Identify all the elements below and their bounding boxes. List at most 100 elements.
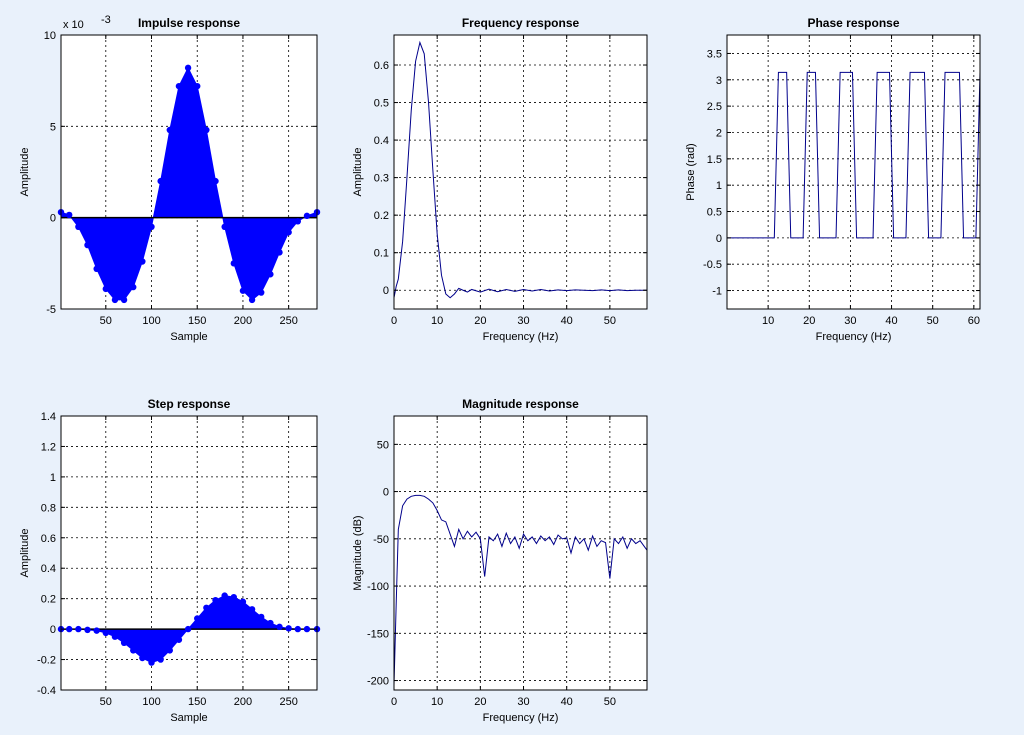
phase-y-label: Phase (rad) [685,143,697,200]
phase-y-tick-label: 0.5 [707,207,722,219]
phase-x-tick-label: 20 [803,315,815,327]
step-y-tick-label: 1 [50,472,56,484]
impulse-x-tick-label: 200 [234,315,252,327]
impulse-data-point [75,223,82,230]
phase-x-tick-label: 40 [885,315,897,327]
impulse-data-point [184,64,192,72]
impulse-data-point [157,177,164,185]
frequency-axes-box [393,34,648,310]
impulse-data-point [294,218,301,225]
magnitude-x-tick-label: 30 [517,696,529,708]
step-data-point [157,656,164,663]
impulse-y-tick-label: 10 [44,30,56,42]
step-x-tick-label: 200 [234,696,252,708]
frequency-chart: 0 10 20 30 40 50 0 0.1 0.2 0.3 0.4 0.5 0.6 Frequency … [352,16,648,343]
step-data-point [203,604,210,611]
impulse-data-point [194,82,201,90]
frequency-x-tick-label: 10 [431,315,443,327]
frequency-y-tick-label: 0.6 [374,60,389,72]
impulse-y-label: Amplitude [19,148,31,197]
impulse-data-point [139,258,146,265]
impulse-x-tick-label: 150 [188,315,206,327]
phase-x-tick-label: 10 [762,315,774,327]
step-y-tick-label: 0.2 [41,594,56,606]
step-data-point [230,593,237,601]
impulse-data-point [267,271,274,278]
impulse-data-point [239,287,247,294]
magnitude-x-tick-label: 50 [604,696,616,708]
magnitude-x-tick-label: 10 [431,696,443,708]
magnitude-chart: 0 10 20 30 40 50 -200 -150 -100 -50 0 50 Magnitude r… [352,397,648,724]
step-x-label: Sample [170,712,207,724]
impulse-x-tick-label: 100 [142,315,160,327]
step-y-tick-label: 1.4 [41,411,56,423]
frequency-y-tick-label: 0.2 [374,210,389,222]
step-data-point [66,625,73,633]
magnitude-y-tick-label: -100 [367,581,389,593]
magnitude-x-tick-label: 0 [391,696,397,708]
step-y-tick-label: -0.2 [37,655,56,667]
magnitude-y-label: Magnitude (dB) [352,515,364,590]
step-x-tick-label: 250 [279,696,297,708]
phase-x-tick-label: 60 [968,315,980,327]
impulse-title: Impulse response [138,16,240,30]
impulse-data-point [66,211,73,219]
impulse-data-point [120,296,128,304]
step-data-point [166,647,173,654]
phase-y-tick-label: 2.5 [707,101,722,113]
step-data-point [75,625,82,633]
step-data-point [194,615,201,622]
step-data-point [258,613,265,621]
magnitude-title: Magnitude response [462,397,579,411]
impulse-data-point [102,285,110,293]
frequency-title: Frequency response [462,16,580,30]
impulse-data-point [248,296,256,304]
frequency-y-tick-label: 0.1 [374,248,389,260]
magnitude-y-tick-label: -50 [373,534,389,546]
step-y-label: Amplitude [19,529,31,578]
step-data-point [184,625,192,633]
impulse-y-tick-label: -5 [46,304,56,316]
impulse-data-point [93,265,100,273]
step-data-point [248,606,256,613]
impulse-series-fill [60,66,318,301]
impulse-data-point [276,249,283,256]
step-y-tick-label: 0 [50,624,56,636]
step-data-point [221,592,228,599]
step-y-tick-label: 0.8 [41,502,56,514]
impulse-data-point [175,82,183,90]
impulse-data-point [285,229,292,236]
phase-y-tick-label: -0.5 [703,259,722,271]
step-data-point [120,639,128,647]
frequency-x-tick-label: 30 [517,315,529,327]
phase-y-tick-label: 3.5 [707,48,722,60]
impulse-data-point [111,296,119,304]
phase-x-tick-label: 50 [927,315,939,327]
step-title: Step response [148,397,231,411]
frequency-x-tick-label: 50 [604,315,616,327]
frequency-x-label: Frequency (Hz) [483,331,559,343]
step-y-tick-label: 1.2 [41,441,56,453]
step-data-point [148,659,155,666]
frequency-y-tick-label: 0 [383,285,389,297]
step-data-point [130,647,137,654]
magnitude-y-tick-label: 50 [377,439,389,451]
step-chart: 50 100 150 200 250 -0.4 -0.2 0 0.2 0.4 0.6 0.8 1 1.2 1… [19,397,321,724]
impulse-data-point [212,177,219,185]
magnitude-y-tick-label: -200 [367,676,389,688]
frequency-x-tick-label: 0 [391,315,397,327]
magnitude-y-tick-label: -150 [367,628,389,640]
frequency-y-tick-label: 0.3 [374,173,389,185]
phase-y-tick-label: 0 [716,233,722,245]
impulse-x-tick-label: 250 [279,315,297,327]
phase-x-tick-label: 30 [844,315,856,327]
step-data-point [294,625,301,633]
step-data-point [111,633,119,640]
step-data-point [285,625,292,632]
frequency-y-tick-label: 0.4 [374,135,389,147]
impulse-data-point [166,126,173,134]
impulse-data-point [303,212,311,220]
phase-y-tick-label: 1.5 [707,154,722,166]
step-plot-area [61,416,317,690]
step-x-tick-label: 100 [142,696,160,708]
